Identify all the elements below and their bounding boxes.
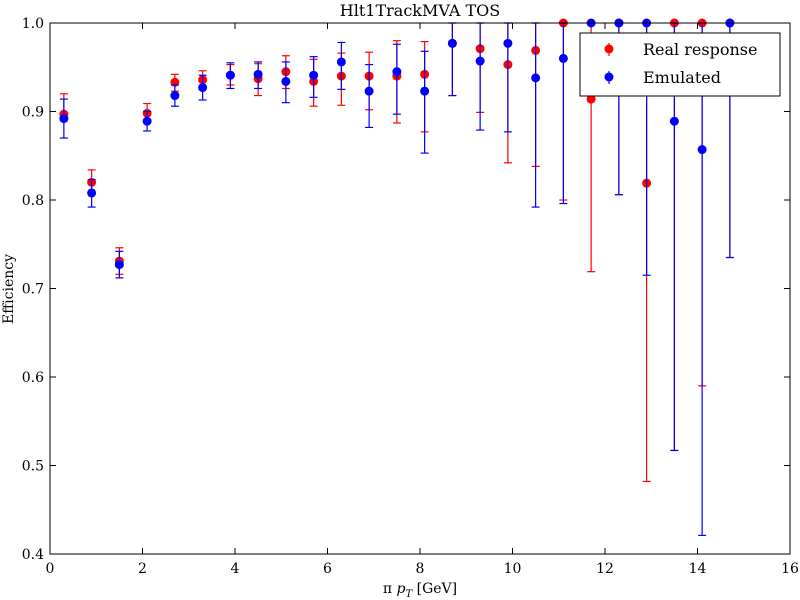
- legend-label-real: Real response: [643, 40, 757, 59]
- data-point: [336, 57, 346, 67]
- x-tick-label: 4: [231, 561, 240, 577]
- y-axis-label: Efficiency: [1, 254, 17, 324]
- x-axis-label-variable: p: [397, 581, 406, 597]
- x-tick-label: 0: [46, 561, 55, 577]
- chart-title: Hlt1TrackMVA TOS: [340, 1, 500, 20]
- y-tick-label: 1.0: [22, 16, 44, 32]
- x-tick-label: 12: [596, 561, 614, 577]
- data-point: [281, 76, 291, 86]
- y-tick-label: 0.6: [22, 370, 44, 386]
- data-point: [170, 91, 180, 101]
- data-point: [669, 116, 679, 126]
- data-point: [392, 67, 402, 77]
- data-point: [697, 145, 707, 155]
- y-tick-label: 0.7: [22, 282, 44, 298]
- data-point: [142, 116, 152, 126]
- y-tick-label: 0.5: [22, 459, 44, 475]
- data-point: [475, 56, 485, 66]
- data-point: [198, 83, 208, 93]
- legend-entry-real: Real response: [604, 40, 757, 59]
- data-point: [114, 260, 124, 270]
- data-point: [447, 38, 457, 48]
- data-point: [87, 188, 97, 198]
- x-tick-label: 10: [504, 561, 522, 577]
- x-tick-label: 14: [689, 561, 707, 577]
- data-point: [364, 86, 374, 96]
- x-tick-label: 16: [781, 561, 799, 577]
- x-tick-label: 8: [416, 561, 425, 577]
- data-point: [586, 94, 596, 104]
- legend-marker-real: [604, 44, 614, 54]
- legend-label-emulated: Emulated: [643, 68, 721, 87]
- data-point: [420, 86, 430, 96]
- x-axis-label-subscript: T: [406, 589, 414, 600]
- data-point: [59, 114, 69, 124]
- legend-marker-emulated: [604, 72, 614, 82]
- x-tick-label: 6: [323, 561, 332, 577]
- legend-entry-emulated: Emulated: [604, 68, 721, 87]
- data-point: [225, 70, 235, 80]
- legend: Real response Emulated: [579, 32, 781, 97]
- x-axis-label: π pT [GeV]: [383, 581, 457, 600]
- y-tick-label: 0.8: [22, 193, 44, 209]
- x-axis-label-prefix: π: [383, 581, 397, 597]
- data-point: [253, 69, 263, 79]
- data-point: [503, 38, 513, 48]
- x-tick-label: 2: [138, 561, 147, 577]
- y-tick-label: 0.9: [22, 105, 44, 121]
- data-point: [558, 53, 568, 63]
- data-point: [309, 70, 319, 80]
- axis-ticks: 0 2 4 6 8 10 12 14 16 0.4 0.5 0.6 0.7 0.8 0.9 1.0: [22, 16, 799, 577]
- legend-box: [579, 32, 781, 97]
- y-tick-label: 0.4: [22, 547, 44, 563]
- data-point: [531, 73, 541, 83]
- x-axis-label-unit: [GeV]: [412, 581, 457, 597]
